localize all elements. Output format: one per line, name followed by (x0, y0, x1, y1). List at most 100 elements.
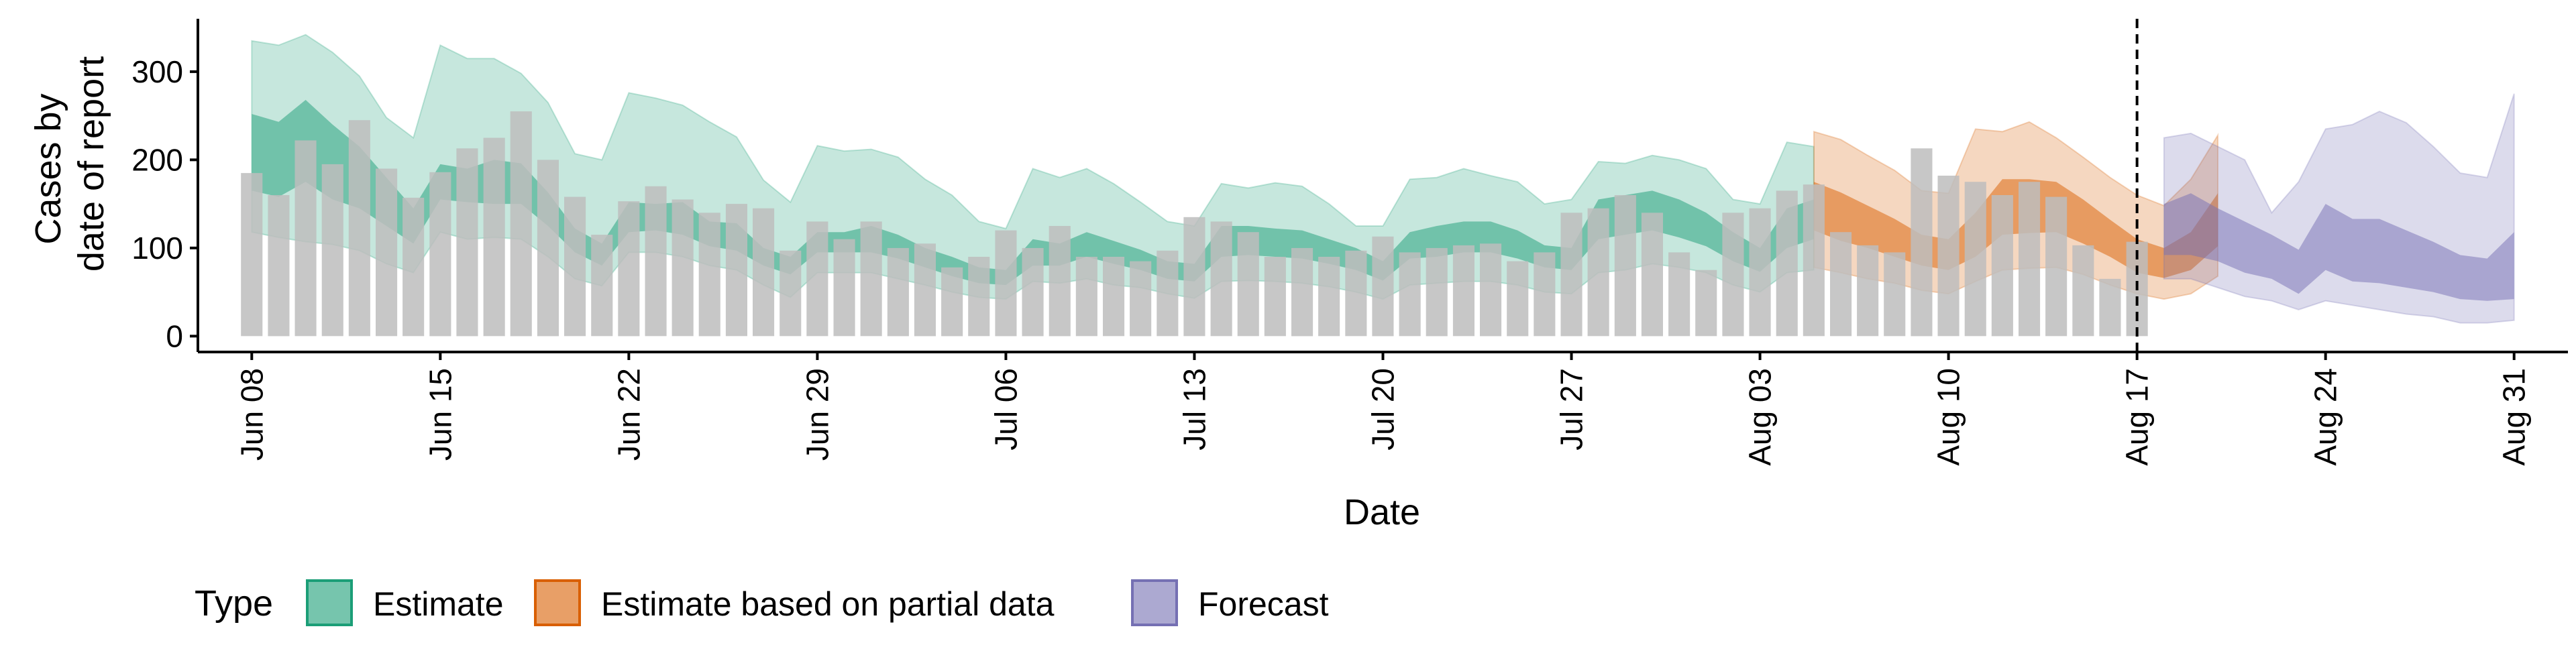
legend-swatch-estimate (306, 579, 353, 626)
reported-cases-bar (1749, 208, 1771, 337)
reported-cases-bar (887, 247, 909, 337)
legend: Type Estimate Estimate based on partial d… (195, 579, 1329, 626)
ribbon-inner-estimate (252, 100, 1814, 286)
reported-cases-bar (348, 120, 370, 337)
ribbon-inner-forecast (2163, 193, 2514, 301)
x-tick-label: Jul 20 (1366, 368, 1401, 451)
x-tick-label: Jul 27 (1554, 368, 1589, 451)
reported-cases-bar (294, 140, 317, 337)
reported-cases-bar (2045, 196, 2068, 337)
legend-swatch-estimate-based-on-partial-data (534, 579, 581, 626)
y-tick-label: 300 (131, 54, 183, 89)
ribbon-layer (251, 34, 2515, 324)
reported-cases-bar (268, 195, 290, 337)
reported-cases-bar (1318, 257, 1340, 337)
x-tick-label: Jun 15 (423, 368, 458, 461)
reported-cases-bar (1641, 213, 1663, 337)
reported-cases-bar (1991, 195, 2013, 337)
y-axis-ticks: 0 100 200 300 (131, 54, 198, 353)
legend-label-estimate: Estimate (373, 585, 504, 623)
reported-cases-bar (1937, 176, 1960, 337)
reported-cases-bar (753, 208, 775, 337)
x-tick-label: Jun 22 (611, 368, 646, 461)
y-axis-label: Cases by date of report (28, 56, 111, 272)
reported-cases-bar (780, 250, 802, 337)
reported-cases-bar (1452, 245, 1474, 337)
x-tick-label: Jun 29 (800, 368, 835, 461)
reported-cases-bar (1022, 247, 1044, 337)
reported-cases-bar (2099, 278, 2121, 337)
y-tick-label: 100 (131, 231, 183, 266)
reported-cases-bar (1507, 261, 1529, 337)
legend-title: Type (195, 583, 273, 624)
reported-cases-bar (1103, 257, 1125, 337)
reported-cases-bar (1776, 190, 1798, 337)
y-tick-label: 0 (166, 318, 183, 353)
reported-cases-bar (618, 201, 640, 337)
reported-cases-bar (1911, 148, 1933, 337)
x-axis-ticks: Jun 08 Jun 15 Jun 22 Jun 29 Jul 06 Jul 13 Jul … (234, 352, 2532, 466)
reported-cases-bar (2072, 245, 2094, 337)
x-tick-label: Jun 08 (234, 368, 269, 461)
reported-cases-bar (1830, 232, 1852, 337)
reported-cases-bar (645, 186, 667, 337)
reported-cases-bar (833, 239, 855, 337)
reported-cases-bar (1587, 208, 1609, 337)
reported-cases-bar (402, 197, 425, 337)
reported-cases-bar (1964, 182, 1986, 337)
reported-cases-bar (1722, 213, 1744, 337)
reported-cases-bar (564, 196, 586, 337)
legend-label-forecast: Forecast (1198, 585, 1329, 623)
legend-label-estimate-based-on-partial-data: Estimate based on partial data (601, 585, 1055, 623)
x-tick-label: Aug 17 (2120, 368, 2155, 466)
x-tick-label: Aug 31 (2497, 368, 2532, 466)
reported-cases-bar (1560, 213, 1582, 337)
reported-cases-bar (1884, 252, 1906, 337)
reported-cases-bar (2019, 182, 2041, 337)
reported-cases-bar (510, 111, 532, 337)
legend-entries: Estimate Estimate based on partial data Fo… (306, 579, 1329, 626)
reported-cases-bar (725, 204, 747, 337)
reported-cases-bar (698, 213, 720, 337)
reported-cases-bar (483, 137, 505, 337)
y-axis-label-line-1: Cases by (28, 93, 68, 244)
reported-cases-bar (376, 168, 398, 337)
x-tick-label: Aug 10 (1931, 368, 1966, 466)
reported-cases-bar (1345, 250, 1367, 337)
reported-cases-bar (941, 267, 963, 337)
legend-swatch-forecast (1131, 579, 1178, 626)
reported-cases-bar (1291, 247, 1313, 337)
x-tick-label: Jul 13 (1177, 368, 1212, 451)
reported-cases-bar (591, 235, 613, 337)
reported-cases-bar (1372, 236, 1394, 337)
reported-cases-bar (1130, 261, 1152, 337)
reported-cases-bar (1237, 232, 1259, 337)
reported-cases-bar (321, 164, 343, 337)
reported-cases-bar (1695, 270, 1717, 337)
reported-cases-bar (968, 257, 990, 337)
reported-cases-bar (1210, 221, 1232, 337)
reported-cases-bar (1049, 226, 1071, 337)
reported-cases-bar (672, 199, 694, 337)
reported-cases-bar (429, 172, 451, 337)
reported-cases-bar (1183, 217, 1205, 337)
reported-cases-bar (1534, 252, 1556, 337)
reported-cases-bar (1803, 184, 1825, 337)
reported-cases-bar (806, 221, 828, 337)
x-tick-label: Aug 24 (2308, 368, 2343, 466)
reported-cases-bar (1480, 243, 1502, 337)
reported-cases-bar (995, 230, 1017, 337)
reported-cases-bar (1399, 252, 1421, 337)
reported-cases-bar (1157, 250, 1179, 337)
reported-cases-bar (456, 148, 478, 337)
bar-layer (241, 111, 2148, 337)
y-tick-label: 200 (131, 142, 183, 177)
reported-cases-bar (1857, 245, 1879, 337)
y-axis-label-line-2: date of report (71, 56, 111, 272)
x-axis-label: Date (1344, 492, 1420, 532)
reported-cases-bar (914, 243, 936, 337)
reported-cases-bar (1075, 257, 1097, 337)
reported-cases-bar (537, 160, 559, 337)
